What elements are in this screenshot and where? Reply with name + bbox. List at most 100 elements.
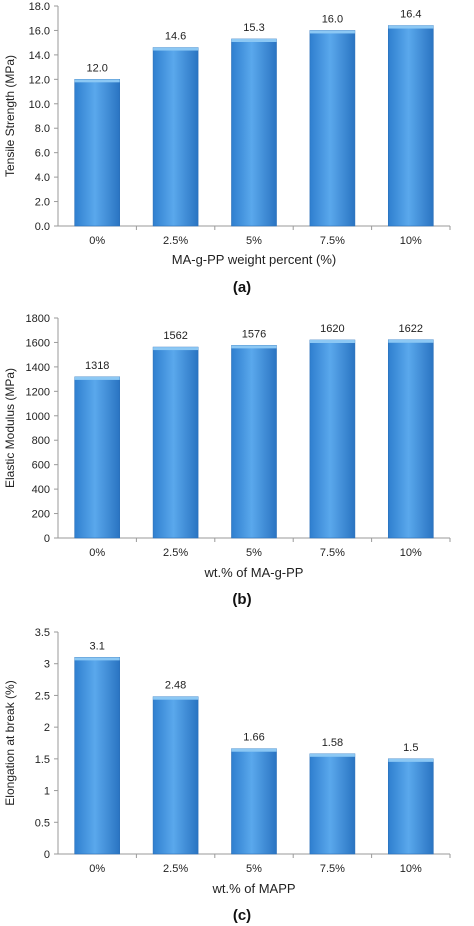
y-tick-label-a: 10.0 xyxy=(29,99,50,111)
y-tick-label-b: 1000 xyxy=(26,411,50,423)
bar-cap-a-3 xyxy=(231,39,277,42)
bar-a-5 xyxy=(387,25,434,227)
data-label-b-1: 1318 xyxy=(85,360,109,372)
bar-b-1 xyxy=(74,376,120,539)
x-tick-label-c-4: 7.5% xyxy=(320,863,345,875)
bar-cap-a-2 xyxy=(153,47,199,51)
y-tick-label-b: 800 xyxy=(32,435,50,447)
y-axis-title-c: Elongation at break (%) xyxy=(3,680,17,805)
y-tick-label-a: 14.0 xyxy=(29,50,50,62)
bar-a-1 xyxy=(74,79,120,227)
data-label-c-4: 1.58 xyxy=(322,737,343,749)
x-tick-label-a-5: 10% xyxy=(400,235,422,247)
y-tick-label-c: 1.5 xyxy=(35,754,50,766)
y-tick-label-b: 200 xyxy=(32,509,50,521)
x-tick-label-b-3: 5% xyxy=(246,547,262,559)
x-axis-title-c: wt.% of MAPP xyxy=(211,881,295,896)
bar-cap-a-4 xyxy=(309,30,355,34)
y-tick-label-b: 1400 xyxy=(26,362,50,374)
x-tick-label-c-2: 2.5% xyxy=(163,863,188,875)
y-tick-label-b: 1800 xyxy=(26,313,50,325)
x-tick-label-a-4: 7.5% xyxy=(320,235,345,247)
bar-b-5 xyxy=(387,339,434,539)
bar-c-4 xyxy=(309,753,356,855)
bar-cap-b-5 xyxy=(388,339,434,343)
data-label-a-4: 16.0 xyxy=(322,13,343,25)
bar-cap-c-5 xyxy=(388,758,434,762)
y-axis-title-a: Tensile Strength (MPa) xyxy=(3,55,17,177)
x-axis-title-a: MA-g-PP weight percent (%) xyxy=(172,252,337,267)
bar-c-3 xyxy=(231,748,277,855)
bar-c-5 xyxy=(387,758,434,855)
data-label-b-5: 1622 xyxy=(399,323,423,335)
y-tick-label-c: 3 xyxy=(44,659,50,671)
y-tick-label-a: 0.0 xyxy=(35,221,50,233)
data-label-c-3: 1.66 xyxy=(243,732,264,744)
bar-c-2 xyxy=(152,696,199,855)
bar-b-3 xyxy=(231,345,277,539)
y-tick-label-a: 18.0 xyxy=(29,1,50,13)
y-tick-label-a: 16.0 xyxy=(29,25,50,37)
x-tick-label-c-3: 5% xyxy=(246,863,262,875)
y-tick-label-b: 1600 xyxy=(26,337,50,349)
bar-cap-a-5 xyxy=(388,25,434,29)
bar-cap-c-1 xyxy=(74,657,120,661)
y-tick-label-b: 1200 xyxy=(26,386,50,398)
bar-cap-a-1 xyxy=(74,79,120,83)
y-tick-label-b: 600 xyxy=(32,460,50,472)
panel-label-b: (b) xyxy=(232,591,251,608)
y-tick-label-c: 2 xyxy=(44,722,50,734)
panel-label-a: (a) xyxy=(233,279,251,296)
bar-cap-b-2 xyxy=(153,347,199,351)
x-tick-label-b-1: 0% xyxy=(89,547,105,559)
bar-a-2 xyxy=(152,47,199,227)
chart-panel-c: 0 0.5 1 1.5 2 2.5 3 3.5 3.1 0% 2.48 2.5% 1.66 5% 1.58 7… xyxy=(3,627,451,924)
x-tick-label-b-5: 10% xyxy=(400,547,422,559)
x-tick-label-c-5: 10% xyxy=(400,863,422,875)
x-tick-label-a-2: 2.5% xyxy=(163,235,188,247)
y-axis-title-b: Elastic Modulus (MPa) xyxy=(3,368,17,488)
data-label-c-5: 1.5 xyxy=(403,742,418,754)
chart-panel-a: 0.0 2.0 4.0 6.0 8.0 10.0 12.0 14.0 16.0 18.0 12.0 0… xyxy=(3,1,451,296)
x-tick-label-a-3: 5% xyxy=(246,235,262,247)
data-label-a-5: 16.4 xyxy=(400,9,421,21)
y-tick-label-b: 0 xyxy=(44,533,50,545)
y-tick-label-c: 1 xyxy=(44,786,50,798)
y-tick-label-c: 0 xyxy=(44,849,50,861)
x-axis-title-b: wt.% of MA-g-PP xyxy=(204,565,304,580)
bar-cap-b-1 xyxy=(74,376,120,380)
data-label-b-3: 1576 xyxy=(242,328,266,340)
bar-a-4 xyxy=(309,30,356,227)
y-tick-label-a: 8.0 xyxy=(35,123,50,135)
bar-cap-b-3 xyxy=(231,345,277,349)
x-tick-label-b-4: 7.5% xyxy=(320,547,345,559)
bar-cap-c-4 xyxy=(309,753,355,757)
data-label-a-3: 15.3 xyxy=(243,22,264,34)
y-tick-label-c: 3.5 xyxy=(35,627,50,639)
bar-c-1 xyxy=(74,657,120,855)
y-tick-label-c: 2.5 xyxy=(35,690,50,702)
bar-cap-b-4 xyxy=(309,340,355,343)
y-tick-label-a: 4.0 xyxy=(35,172,50,184)
panel-label-c: (c) xyxy=(233,907,251,924)
data-label-c-1: 3.1 xyxy=(90,640,105,652)
bar-cap-c-2 xyxy=(153,696,199,700)
y-tick-label-a: 12.0 xyxy=(29,74,50,86)
data-label-a-1: 12.0 xyxy=(86,62,107,74)
bar-b-2 xyxy=(152,346,199,539)
data-label-c-2: 2.48 xyxy=(165,680,186,692)
y-tick-label-c: 0.5 xyxy=(35,817,50,829)
y-tick-label-b: 400 xyxy=(32,484,50,496)
x-tick-label-b-2: 2.5% xyxy=(163,547,188,559)
data-label-b-4: 1620 xyxy=(320,323,344,335)
bar-b-4 xyxy=(309,339,356,539)
data-label-b-2: 1562 xyxy=(163,330,187,342)
bar-a-3 xyxy=(231,38,277,227)
y-tick-label-a: 2.0 xyxy=(35,197,50,209)
x-tick-label-a-1: 0% xyxy=(89,235,105,247)
x-tick-label-c-1: 0% xyxy=(89,863,105,875)
chart-panel-b: 0 200 400 600 800 1000 1200 1400 1600 1800 1318 0% 1… xyxy=(3,313,451,608)
y-tick-label-a: 6.0 xyxy=(35,148,50,160)
bar-cap-c-3 xyxy=(231,748,277,752)
